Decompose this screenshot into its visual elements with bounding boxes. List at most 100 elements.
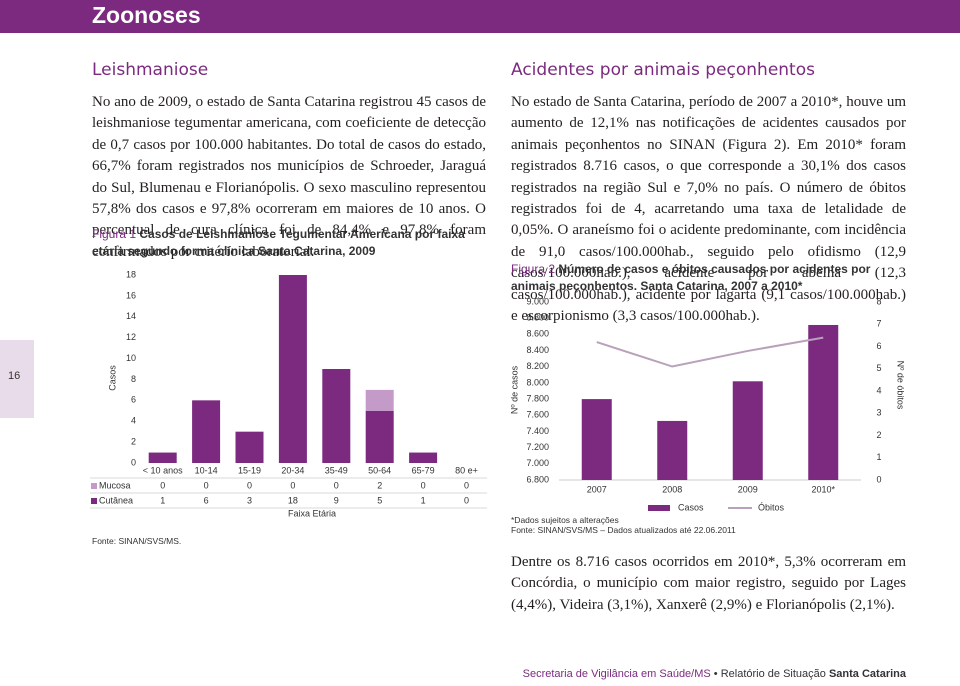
note: *Dados sujeitos a alterações — [511, 515, 619, 525]
y2-axis-label: Nº de óbitos — [896, 361, 906, 410]
footer: Secretaria de Vigilância em Saúde/MS • R… — [523, 668, 906, 680]
footer-text: Relatório de Situação — [720, 668, 826, 680]
y-tick-label: 6 — [131, 395, 136, 405]
y-tick-label: 14 — [126, 311, 136, 321]
bar — [148, 452, 177, 463]
x-tick-label: 35-49 — [325, 465, 348, 475]
page-tab — [0, 340, 34, 418]
x-axis-label: Faixa Etária — [288, 508, 336, 518]
footer-text: • — [713, 668, 718, 680]
figure-label: Figura 1 — [92, 227, 137, 241]
x-tick-label: 10-14 — [195, 465, 218, 475]
y2-tick-label: 8 — [876, 296, 881, 306]
header-band — [0, 0, 960, 33]
x-tick-label: 20-34 — [281, 465, 304, 475]
legend-label: Casos — [678, 502, 704, 512]
footer-text: Santa Catarina — [828, 668, 906, 680]
y-tick-label: 8.000 — [526, 377, 549, 387]
y2-tick-label: 6 — [876, 341, 881, 351]
bar — [365, 389, 394, 411]
table-cell: 18 — [288, 495, 298, 505]
y-tick-label: 9.000 — [526, 296, 549, 306]
legend-swatch — [648, 505, 670, 511]
y-tick-label: 8.400 — [526, 345, 549, 355]
bar — [732, 381, 763, 480]
y-tick-label: 7.400 — [526, 426, 549, 436]
bar — [235, 431, 264, 463]
x-tick-label: 15-19 — [238, 465, 261, 475]
y-tick-label: 6.800 — [526, 474, 549, 484]
y-tick-label: 7.200 — [526, 442, 549, 452]
footer-text: Secretaria de Vigilância em Saúde/MS — [522, 668, 711, 680]
table-cell: 3 — [247, 495, 252, 505]
figure-caption: Figura 1 Casos de Leishmaniose Tegumenta… — [92, 226, 486, 260]
bar — [409, 452, 438, 463]
y2-tick-label: 2 — [876, 430, 881, 440]
y-tick-label: 4 — [131, 416, 136, 426]
y-tick-label: 16 — [126, 290, 136, 300]
y-tick-label: 7.000 — [526, 458, 549, 468]
source: Fonte: SINAN/SVS/MS. — [92, 536, 182, 546]
y-tick-label: 18 — [126, 269, 136, 279]
y-tick-label: 8.800 — [526, 313, 549, 323]
x-tick-label: 2007 — [587, 484, 607, 494]
y-tick-label: 2 — [131, 436, 136, 446]
page-title: Zoonoses — [92, 2, 201, 28]
y2-tick-label: 3 — [876, 408, 881, 418]
table-cell: 2 — [377, 480, 382, 490]
table-cell: 1 — [421, 495, 426, 505]
y-tick-label: 12 — [126, 332, 136, 342]
table-cell: 0 — [204, 480, 209, 490]
bar — [657, 420, 688, 480]
y2-tick-label: 7 — [876, 319, 881, 329]
figure-title: Casos de Leishmaniose Tegumentar America… — [92, 227, 465, 258]
section-heading: Leishmaniose — [92, 60, 209, 80]
paragraph: No estado de Santa Catarina, período de … — [511, 94, 906, 325]
y2-tick-label: 0 — [876, 474, 881, 484]
y-tick-label: 10 — [126, 353, 136, 363]
figure-caption: Figura 2 Número de casos e óbitos causad… — [511, 261, 871, 295]
page-number: 16 — [8, 370, 21, 382]
table-cell: 5 — [377, 495, 382, 505]
legend-label: Óbitos — [758, 502, 785, 512]
table-cell: 0 — [464, 495, 469, 505]
table-cell: 6 — [204, 495, 209, 505]
figure-title: Número de casos e óbitos causados por ac… — [511, 262, 871, 293]
table-cell: 0 — [334, 480, 339, 490]
bar — [278, 275, 307, 463]
x-tick-label: 65-79 — [412, 465, 435, 475]
table-cell: 0 — [290, 480, 295, 490]
y-tick-label: 0 — [131, 457, 136, 467]
y2-tick-label: 4 — [876, 385, 881, 395]
section-heading: Acidentes por animais peçonhentos — [511, 60, 815, 80]
y2-tick-label: 5 — [876, 363, 881, 373]
paragraph: No ano de 2009, o estado de Santa Catari… — [92, 94, 486, 260]
x-tick-label: 80 e+ — [455, 465, 478, 475]
figure-label: Figura 2 — [511, 262, 556, 276]
y-axis-label: Nº de casos — [509, 365, 519, 414]
x-tick-label: 2009 — [738, 484, 758, 494]
y-tick-label: 7.800 — [526, 393, 549, 403]
x-tick-label: < 10 anos — [143, 465, 183, 475]
legend-swatch — [91, 483, 97, 489]
y-tick-label: 8.200 — [526, 361, 549, 371]
y-tick-label: 8.600 — [526, 329, 549, 339]
table-cell: 0 — [160, 480, 165, 490]
x-tick-label: 50-64 — [368, 465, 391, 475]
table-cell: 1 — [160, 495, 165, 505]
x-tick-label: 2010* — [811, 484, 835, 494]
bar — [808, 324, 839, 480]
y2-tick-label: 1 — [876, 452, 881, 462]
table-cell: 0 — [247, 480, 252, 490]
table-cell: 0 — [421, 480, 426, 490]
legend-label: Mucosa — [99, 480, 131, 490]
table-cell: 9 — [334, 495, 339, 505]
bar — [365, 410, 394, 463]
y-axis-label: Casos — [107, 365, 117, 391]
paragraph: Dentre os 8.716 casos ocorridos em 2010*… — [511, 554, 906, 613]
legend-swatch — [91, 498, 97, 504]
bar — [322, 369, 351, 463]
x-tick-label: 2008 — [662, 484, 682, 494]
